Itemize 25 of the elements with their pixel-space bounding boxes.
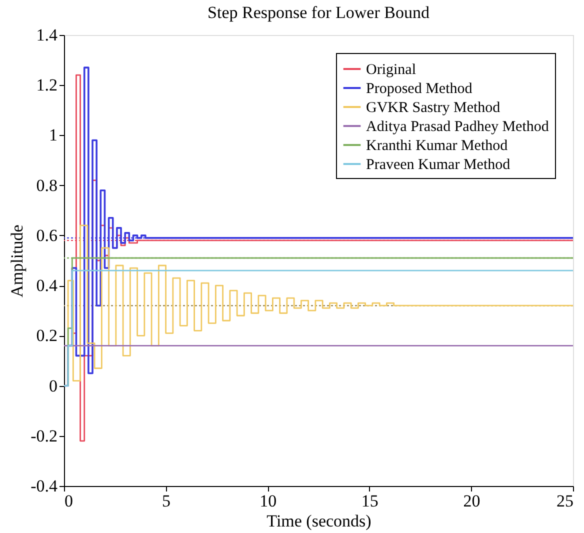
x-tick-label: 20 xyxy=(463,492,480,510)
y-tick-label: -0.2 xyxy=(30,426,58,446)
legend-label: Original xyxy=(366,62,416,78)
legend-label: Aditya Prasad Padhey Method xyxy=(366,119,550,135)
y-tick-label: -0.4 xyxy=(30,476,58,496)
y-tick-label: 0.4 xyxy=(36,276,58,296)
legend-label: GVKR Sastry Method xyxy=(366,100,501,116)
x-tick-label: 0 xyxy=(64,492,73,510)
x-tick-label: 15 xyxy=(361,492,378,510)
legend-label: Praveen Kumar Method xyxy=(366,157,511,173)
legend-label: Kranthi Kumar Method xyxy=(366,138,508,154)
y-tick-label: 0 xyxy=(49,376,58,396)
legend-label: Proposed Method xyxy=(366,81,473,97)
y-tick-label: 0.6 xyxy=(36,226,58,245)
y-tick-label: 1.4 xyxy=(36,26,58,44)
y-tick-label: 1 xyxy=(49,126,58,145)
x-tick-label: 5 xyxy=(162,492,171,510)
chart-title: Step Response for Lower Bound xyxy=(208,3,430,22)
x-tick-label: 10 xyxy=(260,492,277,510)
x-tick-label: 25 xyxy=(556,492,574,510)
y-tick-label: 0.2 xyxy=(36,326,58,346)
y-axis-title: Amplitude xyxy=(8,224,27,298)
x-axis-title: Time (seconds) xyxy=(266,512,372,530)
y-tick-label: 0.8 xyxy=(36,176,58,195)
y-tick-label: 1.2 xyxy=(36,76,58,95)
